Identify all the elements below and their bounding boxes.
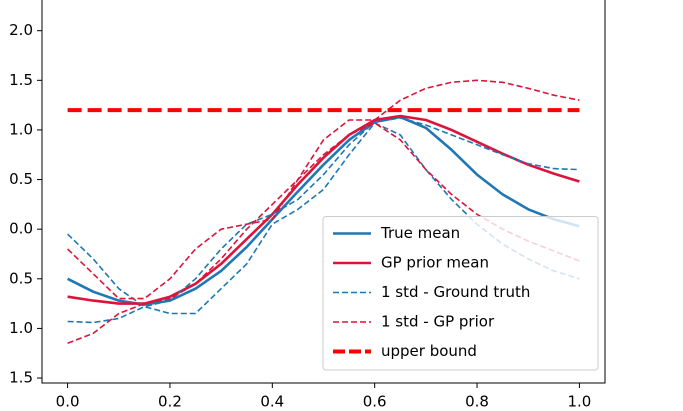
x-tick-label: 0.4	[260, 393, 284, 411]
x-tick-label: 1.0	[567, 393, 591, 411]
y-tick-label: 1.5	[9, 71, 33, 89]
x-tick-label: 0.2	[158, 393, 182, 411]
y-tick-label: 0.5	[9, 269, 33, 287]
y-tick-label: 1.0	[9, 319, 33, 337]
y-tick-label: 0.5	[9, 170, 33, 188]
series-line	[67, 79, 580, 300]
legend-box	[322, 216, 599, 371]
series-line	[67, 115, 580, 306]
legend-label: 1 std - Ground truth	[381, 283, 530, 301]
plot-frame	[41, 0, 606, 384]
series-line	[67, 117, 580, 308]
y-tick-label: 2.0	[9, 21, 33, 39]
legend-label: 1 std - GP prior	[381, 313, 495, 331]
x-tick-label: 0.0	[56, 393, 80, 411]
legend-label: GP prior mean	[381, 254, 489, 272]
x-tick-label: 0.6	[363, 393, 387, 411]
y-tick-label: 1.5	[9, 369, 33, 387]
legend-label: True mean	[380, 224, 460, 242]
legend-label: upper bound	[381, 342, 477, 360]
series-line	[67, 114, 580, 305]
y-tick-label: 1.0	[9, 120, 33, 138]
x-tick-label: 0.8	[465, 393, 489, 411]
y-tick-label: 0.0	[9, 220, 33, 238]
